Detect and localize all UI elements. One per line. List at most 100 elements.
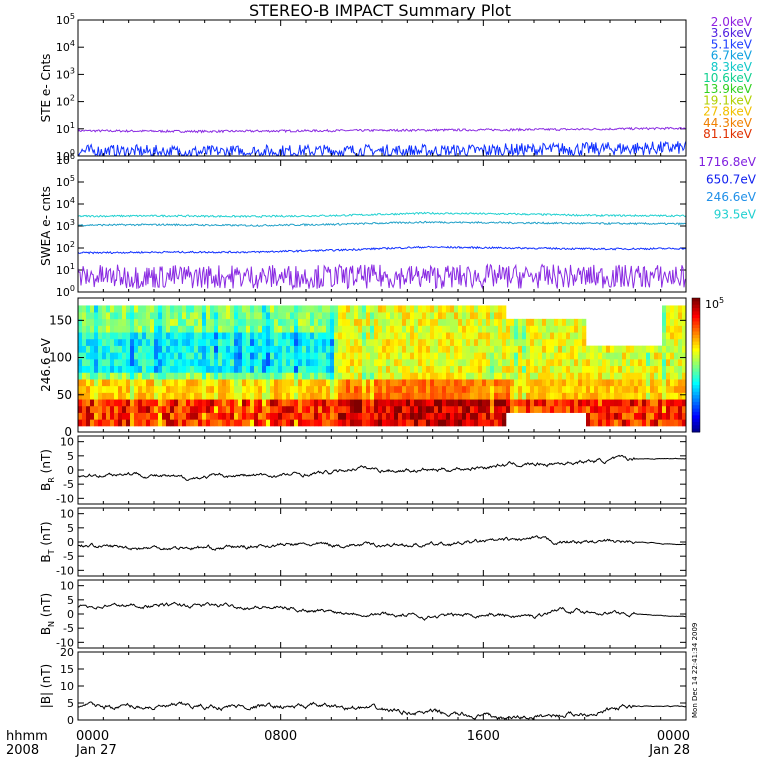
pad-cell xyxy=(666,325,671,333)
pad-cell xyxy=(102,332,107,340)
pad-cell xyxy=(570,338,575,346)
bt-ytick-label: 10 xyxy=(60,508,74,521)
pad-cell xyxy=(586,379,591,387)
pad-cell xyxy=(242,379,247,387)
pad-cell xyxy=(594,345,599,353)
time-tick-label: 0000 xyxy=(76,729,109,744)
colorbar-cell xyxy=(692,388,700,393)
pad-cell xyxy=(106,305,111,313)
pad-cell xyxy=(338,305,343,313)
pad-cell xyxy=(158,399,163,407)
pad-cell xyxy=(398,385,403,393)
pad-cell xyxy=(490,419,495,427)
pad-cell xyxy=(406,359,411,367)
pad-cell xyxy=(222,345,227,353)
ste-legend-5.1keV: 5.1keV xyxy=(711,37,753,51)
pad-cell xyxy=(130,399,135,407)
pad-cell xyxy=(162,338,167,346)
pad-cell xyxy=(514,345,519,353)
pad-ytick-label: 100 xyxy=(49,351,72,365)
pad-cell xyxy=(118,399,123,407)
pad-cell xyxy=(434,359,439,367)
pad-cell xyxy=(486,419,491,427)
pad-cell xyxy=(594,385,599,393)
pad-cell xyxy=(666,345,671,353)
pad-cell xyxy=(278,305,283,313)
br-ytick-label: -10 xyxy=(56,492,74,505)
pad-cell xyxy=(190,359,195,367)
pad-cell xyxy=(202,325,207,333)
pad-cell xyxy=(362,412,367,420)
pad-cell xyxy=(446,385,451,393)
pad-cell xyxy=(202,318,207,326)
pad-cell xyxy=(254,385,259,393)
pad-cell xyxy=(82,312,87,320)
pad-cell xyxy=(494,332,499,340)
colorbar-cell xyxy=(692,318,700,322)
pad-cell xyxy=(582,359,587,367)
pad-cell xyxy=(678,405,683,413)
pad-cell xyxy=(350,305,355,313)
pad-cell xyxy=(278,312,283,320)
pad-cell xyxy=(190,305,195,313)
pad-cell xyxy=(474,379,479,387)
pad-cell xyxy=(638,392,643,400)
pad-cell xyxy=(202,412,207,420)
pad-cell xyxy=(126,312,131,320)
pad-cell xyxy=(646,419,651,427)
pad-cell xyxy=(498,352,503,360)
pad-cell xyxy=(622,359,627,367)
pad-cell xyxy=(206,405,211,413)
pad-cell xyxy=(218,385,223,393)
bt-ylabel: BT (nT) xyxy=(39,521,56,562)
pad-cell xyxy=(610,352,615,360)
pad-cell xyxy=(522,405,527,413)
pad-cell xyxy=(674,305,679,313)
pad-cell xyxy=(390,405,395,413)
timestamp-label: Mon Dec 14 22:41:34 2009 xyxy=(691,623,699,718)
pad-cell xyxy=(222,399,227,407)
pad-cell xyxy=(238,365,243,373)
pad-cell xyxy=(362,359,367,367)
pad-cell xyxy=(218,419,223,427)
colorbar-cell xyxy=(692,308,700,312)
pad-cell xyxy=(150,379,155,387)
pad-cell xyxy=(186,372,191,380)
pad-cell xyxy=(154,372,159,380)
pad-cell xyxy=(82,325,87,333)
pad-cell xyxy=(598,399,603,407)
pad-cell xyxy=(602,372,607,380)
pad-cell xyxy=(546,325,551,333)
pad-cell xyxy=(246,332,251,340)
pad-cell xyxy=(110,305,115,313)
pad-cell xyxy=(498,359,503,367)
pad-cell xyxy=(470,372,475,380)
pad-cell xyxy=(270,379,275,387)
pad-cell xyxy=(366,345,371,353)
pad-cell xyxy=(166,372,171,380)
pad-cell xyxy=(314,419,319,427)
pad-cell xyxy=(258,359,263,367)
pad-cell xyxy=(526,399,531,407)
pad-cell xyxy=(110,399,115,407)
ste-legend-6.7keV: 6.7keV xyxy=(711,49,753,63)
pad-cell xyxy=(602,359,607,367)
pad-cell xyxy=(574,318,579,326)
pad-cell xyxy=(530,372,535,380)
pad-cell xyxy=(262,338,267,346)
pad-cell xyxy=(546,405,551,413)
pad-cell xyxy=(162,352,167,360)
pad-cell xyxy=(178,412,183,420)
pad-cell xyxy=(426,312,431,320)
pad-cell xyxy=(378,379,383,387)
pad-cell xyxy=(326,305,331,313)
pad-cell xyxy=(222,405,227,413)
pad-cell xyxy=(402,305,407,313)
ste-legend-13.9keV: 13.9keV xyxy=(703,82,753,96)
pad-cell xyxy=(666,338,671,346)
pad-cell xyxy=(118,352,123,360)
pad-cell xyxy=(198,325,203,333)
pad-cell xyxy=(398,405,403,413)
pad-cell xyxy=(78,332,83,340)
